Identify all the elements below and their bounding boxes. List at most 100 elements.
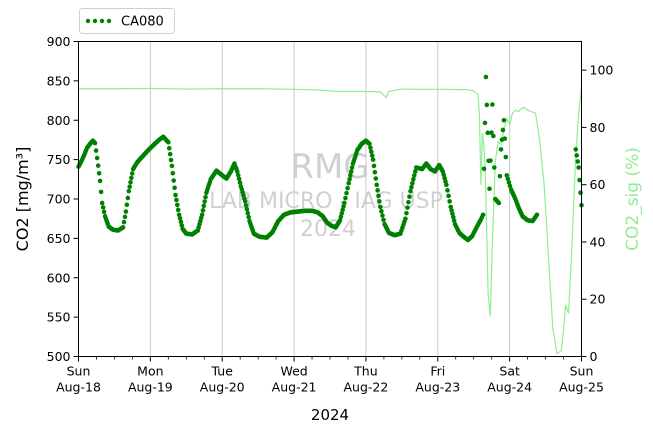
y-left-tick-label: 850	[47, 73, 71, 88]
x-tick-label-day: Sat	[499, 364, 520, 379]
data-point	[167, 151, 173, 157]
x-tick-label-date: Aug-25	[559, 380, 604, 395]
data-point	[175, 202, 180, 208]
data-point	[573, 147, 579, 152]
data-point	[496, 200, 502, 206]
data-point	[373, 176, 379, 181]
data-point	[575, 159, 580, 164]
y-right-tick-label: 100	[590, 63, 614, 78]
y-left-tick-label: 800	[47, 113, 71, 128]
data-point	[485, 130, 491, 136]
data-point	[377, 199, 382, 204]
data-point	[500, 127, 506, 133]
x-tick-label-day: Wed	[280, 364, 307, 379]
data-point	[411, 177, 416, 182]
data-point	[338, 214, 344, 220]
legend-dot	[106, 18, 112, 24]
data-point	[576, 165, 581, 170]
y-left-tick-label: 600	[47, 270, 71, 285]
data-point	[444, 182, 449, 188]
data-point	[491, 133, 496, 139]
data-point	[451, 214, 456, 220]
y-axis-right-label: CO2_sig (%)	[623, 147, 643, 251]
data-point	[367, 141, 372, 147]
data-point	[169, 163, 175, 169]
data-point	[172, 185, 177, 191]
data-point	[128, 180, 133, 185]
data-point	[487, 186, 492, 192]
data-point	[408, 188, 413, 194]
data-point	[482, 120, 488, 126]
x-tick-label-date: Aug-19	[128, 380, 173, 395]
data-point	[380, 213, 385, 218]
data-point	[483, 74, 489, 80]
data-point	[405, 205, 410, 210]
x-tick-label-day: Sun	[67, 364, 91, 379]
data-point	[577, 177, 582, 183]
data-point	[375, 188, 380, 193]
x-axis-label: 2024	[311, 406, 349, 424]
data-point	[480, 212, 486, 218]
data-point	[369, 149, 374, 155]
data-point	[168, 157, 174, 163]
data-point	[368, 145, 373, 151]
x-tick-label-day: Mon	[137, 364, 163, 379]
x-tick-label-day: Sun	[570, 364, 594, 379]
data-point	[347, 177, 352, 182]
data-point	[378, 204, 383, 210]
data-point	[492, 165, 497, 170]
data-point	[481, 166, 487, 172]
data-point	[498, 147, 504, 152]
y-left-tick-label: 900	[47, 34, 71, 49]
x-tick-label-day: Tue	[211, 364, 234, 379]
data-point	[341, 204, 346, 209]
data-point	[407, 194, 412, 199]
x-tick-label-day: Fri	[430, 364, 445, 379]
data-point	[489, 130, 494, 135]
data-point	[199, 212, 205, 218]
data-point	[201, 203, 207, 209]
data-point	[534, 212, 540, 218]
data-point	[369, 153, 375, 158]
legend-dot	[92, 18, 98, 24]
data-point	[244, 206, 250, 212]
data-point	[488, 158, 493, 163]
data-point	[95, 163, 101, 168]
data-point	[344, 190, 349, 196]
x-tick-label-day: Thu	[353, 364, 377, 379]
data-point	[371, 163, 377, 169]
data-point	[122, 214, 128, 220]
x-tick-label-date: Aug-24	[487, 380, 532, 395]
legend-box	[79, 8, 175, 34]
legend-marker	[85, 18, 112, 24]
y-left-tick-label: 650	[47, 231, 71, 246]
y-left-tick-label: 500	[47, 349, 71, 364]
data-point	[403, 216, 408, 221]
data-point	[170, 170, 176, 176]
x-axis: SunAug-18MonAug-19TueAug-20WedAug-21ThuA…	[56, 356, 604, 395]
data-point	[121, 219, 127, 225]
data-point	[448, 204, 454, 210]
data-point	[343, 195, 348, 201]
data-point	[246, 214, 251, 220]
y-right-tick-label: 40	[590, 234, 606, 249]
data-point	[124, 202, 130, 208]
data-point	[179, 223, 185, 228]
data-point	[370, 157, 376, 162]
data-point	[445, 188, 450, 193]
y-left-tick-label: 700	[47, 192, 71, 207]
y-axis-left-label: CO2 [mg/m³]	[13, 147, 32, 252]
data-point	[129, 171, 135, 176]
data-point	[409, 184, 414, 190]
y-axis-left: 500 550 600 650 700 750 800 850 900	[47, 34, 79, 364]
y-right-tick-label: 0	[590, 349, 598, 364]
data-point	[243, 203, 249, 208]
data-point	[450, 211, 455, 217]
x-tick-label-date: Aug-20	[200, 380, 245, 395]
y-right-tick-label: 20	[590, 292, 606, 307]
data-point	[379, 208, 384, 214]
data-point	[120, 225, 126, 230]
